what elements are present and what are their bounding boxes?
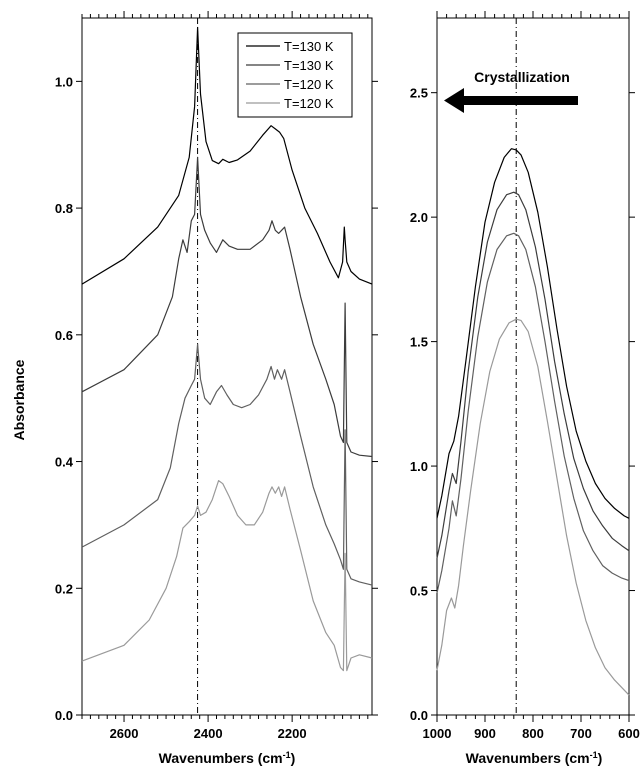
- legend-label-4: T=120 K: [284, 96, 334, 111]
- left-series-line-3: [81, 343, 373, 586]
- left-x-tick-label: 2600: [110, 726, 139, 741]
- left-x-axis-title-text: Wavenumbers (cm: [159, 750, 283, 766]
- right-x-tick-label: 800: [522, 726, 544, 741]
- left-y-tick-label: 0.0: [55, 708, 73, 723]
- left-y-tick-label: 1.0: [55, 74, 73, 89]
- right-x-axis-title-text: Wavenumbers (cm: [466, 750, 590, 766]
- crystallization-label: Crystallization: [474, 69, 570, 85]
- legend-label-3: T=120 K: [284, 77, 334, 92]
- right-x-tick-label: 1000: [423, 726, 452, 741]
- left-series-group: [81, 26, 373, 672]
- left-x-tick-label: 2400: [194, 726, 223, 741]
- right-series-line-1: [436, 148, 630, 519]
- right-x-tick-label: 600: [618, 726, 640, 741]
- left-x-axis-title-sup: -1: [283, 750, 291, 760]
- right-x-tick-label: 900: [474, 726, 496, 741]
- left-y-tick-label: 0.8: [55, 201, 73, 216]
- left-ticks: 2600 2400 2200 0.0 0.2 0.4 0.6 0.8 1.0: [55, 11, 378, 741]
- right-x-tick-label: 700: [570, 726, 592, 741]
- left-x-tick-label: 2200: [278, 726, 307, 741]
- right-y-tick-label: 1.5: [410, 335, 428, 350]
- right-series-group: [436, 148, 630, 696]
- left-y-tick-label: 0.6: [55, 328, 73, 343]
- right-y-tick-label: 1.0: [410, 459, 428, 474]
- right-panel: 1000 900 800 700 600 0.0 0.5 1.0 1.5 2.0 2.5 Waven…: [410, 11, 640, 766]
- right-x-axis-title: Wavenumbers (cm-1): [466, 750, 603, 766]
- right-plot-frame: [436, 17, 630, 716]
- left-x-axis-title-end: ): [291, 750, 296, 766]
- legend: T=130 K T=130 K T=120 K T=120 K: [237, 32, 353, 118]
- right-y-tick-label: 0.0: [410, 708, 428, 723]
- crystallization-arrow-icon: [444, 88, 578, 113]
- left-y-tick-label: 0.4: [55, 455, 74, 470]
- legend-label-1: T=130 K: [284, 39, 334, 54]
- right-x-axis-title-sup: -1: [590, 750, 598, 760]
- arrow-head: [444, 88, 464, 113]
- left-series-line-2: [81, 156, 373, 458]
- left-plot-frame: [81, 17, 373, 716]
- right-y-tick-label: 2.0: [410, 210, 428, 225]
- right-series-line-4: [436, 318, 630, 696]
- right-series-line-2: [436, 191, 630, 559]
- left-series-line-1: [81, 26, 373, 285]
- arrow-shaft: [462, 96, 578, 105]
- left-y-axis-title: Absorbance: [11, 359, 27, 440]
- right-y-tick-label: 2.5: [410, 86, 428, 101]
- left-x-axis-title: Wavenumbers (cm-1): [159, 750, 296, 766]
- left-y-tick-label: 0.2: [55, 581, 73, 596]
- right-x-axis-title-end: ): [598, 750, 603, 766]
- right-y-tick-label: 0.5: [410, 584, 428, 599]
- left-panel: 2600 2400 2200 0.0 0.2 0.4 0.6 0.8 1.0 Absorbanc…: [11, 11, 378, 766]
- legend-label-2: T=130 K: [284, 58, 334, 73]
- right-ticks: 1000 900 800 700 600 0.0 0.5 1.0 1.5 2.0 2.5: [410, 11, 640, 741]
- left-series-line-4: [81, 480, 373, 672]
- right-series-line-3: [436, 232, 630, 594]
